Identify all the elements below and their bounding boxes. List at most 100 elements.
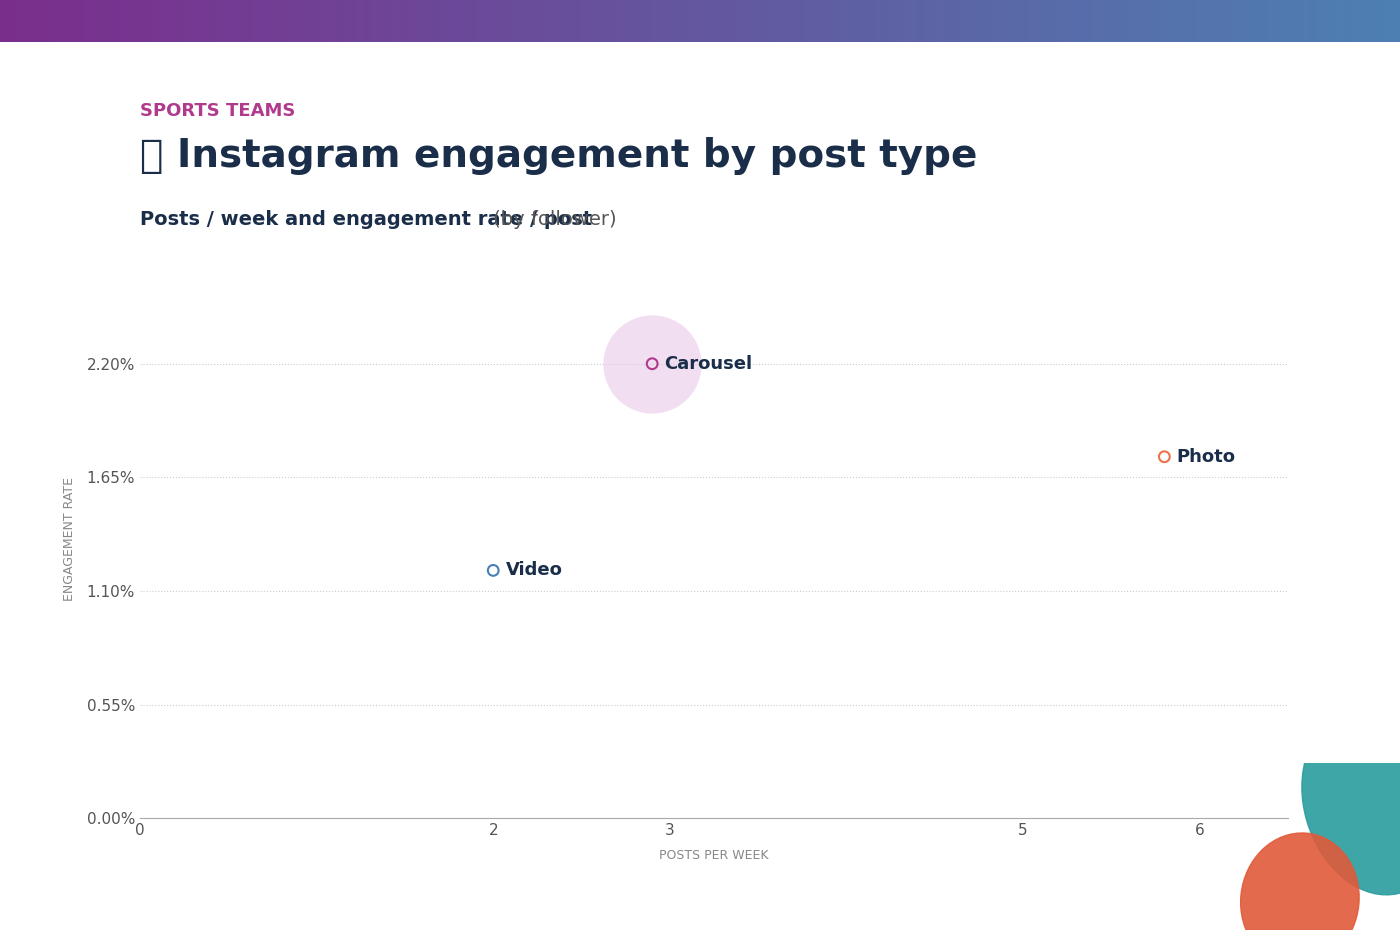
Bar: [357, 0, 364, 42]
Bar: [742, 0, 749, 42]
Bar: [1358, 0, 1365, 42]
Bar: [504, 0, 511, 42]
Bar: [1015, 0, 1022, 42]
Bar: [616, 0, 623, 42]
Bar: [1246, 0, 1253, 42]
Bar: [392, 0, 399, 42]
Bar: [910, 0, 917, 42]
Text: ⓘ Instagram engagement by post type: ⓘ Instagram engagement by post type: [140, 138, 977, 176]
Bar: [532, 0, 539, 42]
Bar: [203, 0, 210, 42]
Bar: [497, 0, 504, 42]
Bar: [1120, 0, 1127, 42]
Bar: [315, 0, 322, 42]
Bar: [1351, 0, 1358, 42]
Text: Photo: Photo: [1177, 447, 1236, 466]
Bar: [1127, 0, 1134, 42]
Bar: [1281, 0, 1288, 42]
Bar: [1064, 0, 1071, 42]
Bar: [840, 0, 847, 42]
Bar: [679, 0, 686, 42]
Bar: [1099, 0, 1106, 42]
Bar: [259, 0, 266, 42]
Bar: [1393, 0, 1400, 42]
Bar: [1001, 0, 1008, 42]
Bar: [1267, 0, 1274, 42]
Bar: [630, 0, 637, 42]
Bar: [973, 0, 980, 42]
Bar: [1295, 0, 1302, 42]
Bar: [707, 0, 714, 42]
Bar: [441, 0, 448, 42]
Bar: [987, 0, 994, 42]
Bar: [1323, 0, 1330, 42]
Bar: [294, 0, 301, 42]
Bar: [938, 0, 945, 42]
Bar: [427, 0, 434, 42]
Bar: [28, 0, 35, 42]
Bar: [896, 0, 903, 42]
Bar: [91, 0, 98, 42]
Bar: [133, 0, 140, 42]
Bar: [70, 0, 77, 42]
Bar: [994, 0, 1001, 42]
Bar: [84, 0, 91, 42]
Bar: [581, 0, 588, 42]
Bar: [119, 0, 126, 42]
Bar: [966, 0, 973, 42]
Bar: [1365, 0, 1372, 42]
Bar: [700, 0, 707, 42]
Bar: [245, 0, 252, 42]
Bar: [1253, 0, 1260, 42]
Text: SPORTS TEAMS: SPORTS TEAMS: [140, 102, 295, 120]
Bar: [1183, 0, 1190, 42]
Bar: [1288, 0, 1295, 42]
Bar: [595, 0, 602, 42]
Bar: [539, 0, 546, 42]
Bar: [511, 0, 518, 42]
Bar: [791, 0, 798, 42]
Bar: [1218, 0, 1225, 42]
Bar: [98, 0, 105, 42]
Bar: [553, 0, 560, 42]
Point: [482, 563, 504, 578]
Bar: [805, 0, 812, 42]
Bar: [126, 0, 133, 42]
Bar: [567, 0, 574, 42]
Bar: [371, 0, 378, 42]
Bar: [1057, 0, 1064, 42]
Bar: [483, 0, 490, 42]
Ellipse shape: [1240, 833, 1359, 930]
Bar: [1036, 0, 1043, 42]
Bar: [735, 0, 742, 42]
Bar: [560, 0, 567, 42]
Bar: [1169, 0, 1176, 42]
Bar: [903, 0, 910, 42]
Bar: [455, 0, 462, 42]
Bar: [1330, 0, 1337, 42]
Bar: [273, 0, 280, 42]
Bar: [574, 0, 581, 42]
Bar: [1190, 0, 1197, 42]
Bar: [364, 0, 371, 42]
Bar: [189, 0, 196, 42]
Bar: [238, 0, 245, 42]
Bar: [287, 0, 294, 42]
Bar: [1141, 0, 1148, 42]
Bar: [854, 0, 861, 42]
Bar: [21, 0, 28, 42]
Bar: [1337, 0, 1344, 42]
Bar: [546, 0, 553, 42]
Bar: [826, 0, 833, 42]
Bar: [588, 0, 595, 42]
Bar: [231, 0, 238, 42]
Bar: [1386, 0, 1393, 42]
Bar: [1232, 0, 1239, 42]
Bar: [1043, 0, 1050, 42]
Bar: [420, 0, 427, 42]
Bar: [308, 0, 315, 42]
Text: IQ: IQ: [1271, 884, 1298, 904]
Bar: [721, 0, 728, 42]
Bar: [182, 0, 189, 42]
Bar: [861, 0, 868, 42]
